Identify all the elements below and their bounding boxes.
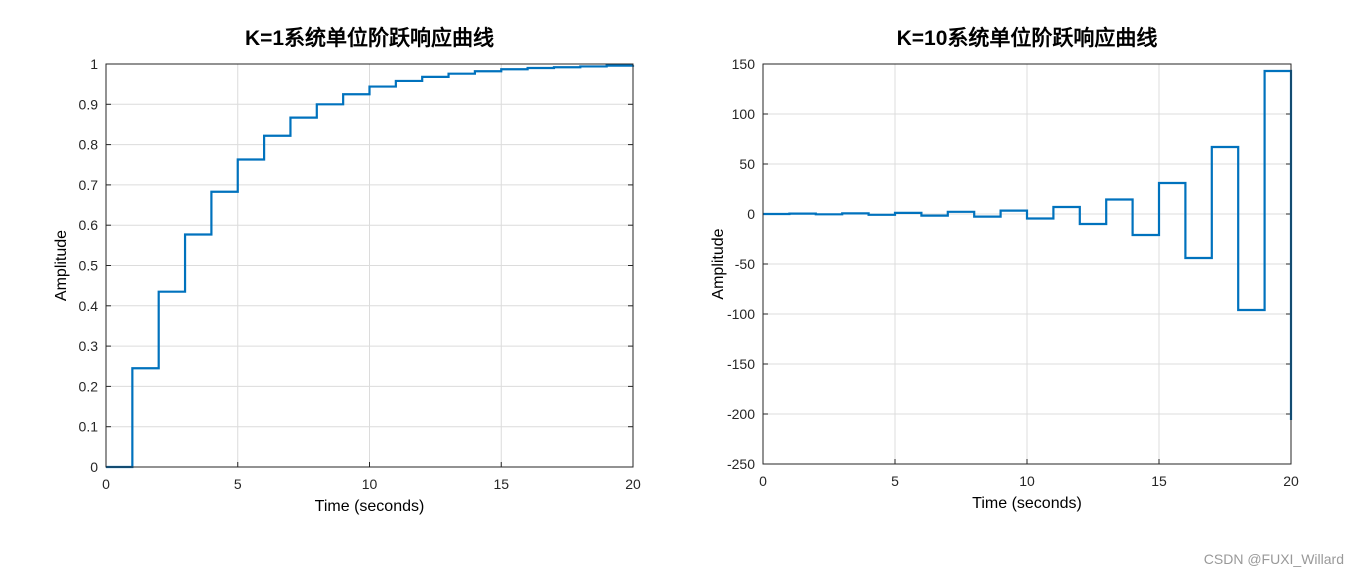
y-tick-label: 0.1 [79, 419, 99, 435]
y-tick-label: 0.4 [79, 298, 99, 314]
y-tick-label: 0.9 [79, 96, 99, 112]
y-tick-label: 1 [90, 56, 98, 72]
step-response-line [106, 64, 635, 469]
x-tick-label: 0 [759, 473, 767, 489]
x-axis-label: Time (seconds) [315, 498, 425, 515]
y-tick-label: -150 [727, 356, 755, 372]
chart-title: K=10系统单位阶跃响应曲线 [897, 26, 1158, 50]
x-axis-label: Time (seconds) [972, 495, 1082, 512]
chart-title: K=1系统单位阶跃响应曲线 [245, 26, 494, 50]
y-axis-label: Amplitude [53, 230, 70, 301]
x-tick-label: 5 [891, 473, 899, 489]
y-tick-label: 0.6 [79, 217, 99, 233]
axes-box [762, 63, 1292, 465]
y-tick-label: 0.8 [79, 137, 99, 153]
x-tick-label: 10 [1019, 473, 1035, 489]
watermark: CSDN @FUXI_Willard [1203, 551, 1344, 567]
x-tick-label: 20 [1283, 473, 1299, 489]
y-axis-label: Amplitude [710, 228, 727, 299]
y-tick-label: 50 [739, 156, 755, 172]
x-tick-label: 15 [1151, 473, 1167, 489]
y-tick-label: 0 [90, 459, 98, 475]
y-tick-label: -250 [727, 456, 755, 472]
y-tick-label: 0.2 [79, 378, 99, 394]
axes-box [105, 63, 634, 468]
y-tick-label: 0.3 [79, 338, 99, 354]
y-tick-label: -200 [727, 406, 755, 422]
y-tick-label: 0 [747, 206, 755, 222]
y-tick-label: 100 [732, 106, 756, 122]
x-tick-label: 5 [234, 476, 242, 492]
step-response-line [763, 69, 1293, 420]
x-tick-label: 0 [102, 476, 110, 492]
y-tick-label: 0.7 [79, 177, 99, 193]
x-tick-label: 15 [493, 476, 509, 492]
x-tick-label: 20 [625, 476, 641, 492]
y-tick-label: 150 [732, 56, 756, 72]
y-tick-label: -100 [727, 306, 755, 322]
y-tick-label: 0.5 [79, 258, 99, 274]
y-tick-label: -50 [735, 256, 755, 272]
x-tick-label: 10 [362, 476, 378, 492]
